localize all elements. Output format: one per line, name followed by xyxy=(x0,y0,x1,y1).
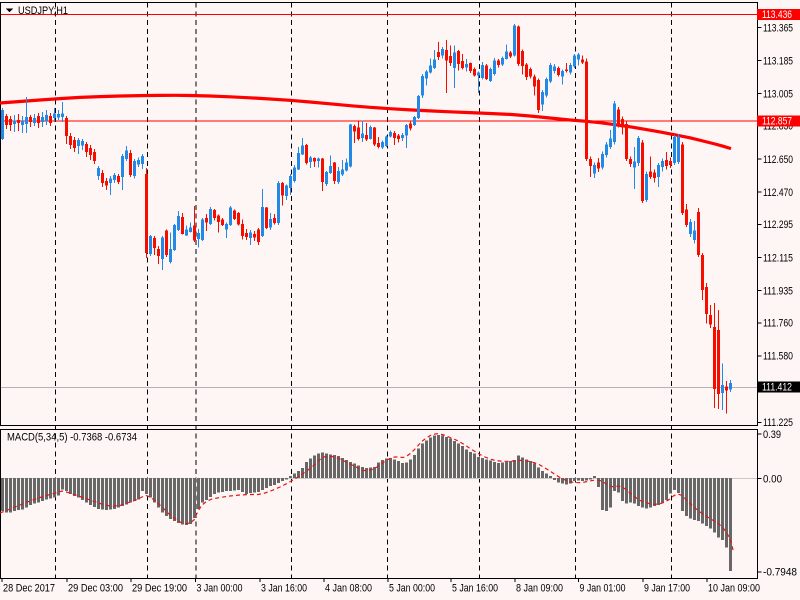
svg-text:111.412: 111.412 xyxy=(762,382,792,394)
svg-text:8 Jan 09:00: 8 Jan 09:00 xyxy=(516,583,563,595)
svg-text:5 Jan 16:00: 5 Jan 16:00 xyxy=(452,583,498,595)
svg-text:28 Dec 2017: 28 Dec 2017 xyxy=(3,583,55,595)
svg-text:112.857: 112.857 xyxy=(762,116,792,128)
svg-text:113.436: 113.436 xyxy=(762,9,792,21)
svg-text:3 Jan 00:00: 3 Jan 00:00 xyxy=(197,583,243,595)
svg-text:5 Jan 00:00: 5 Jan 00:00 xyxy=(389,583,435,595)
svg-text:113.185: 113.185 xyxy=(763,55,793,67)
svg-text:0.39: 0.39 xyxy=(763,429,781,441)
svg-text:113.365: 113.365 xyxy=(763,22,793,34)
svg-text:113.005: 113.005 xyxy=(763,89,793,101)
svg-text:-0.7948: -0.7948 xyxy=(763,567,797,579)
svg-text:10 Jan 09:00: 10 Jan 09:00 xyxy=(708,583,760,595)
svg-text:9 Jan 17:00: 9 Jan 17:00 xyxy=(644,583,690,595)
svg-text:112.650: 112.650 xyxy=(763,154,793,166)
svg-text:111.760: 111.760 xyxy=(763,318,793,330)
svg-text:29 Dec 03:00: 29 Dec 03:00 xyxy=(68,583,123,595)
svg-text:112.295: 112.295 xyxy=(763,219,793,231)
svg-text:111.935: 111.935 xyxy=(763,285,793,297)
svg-text:112.115: 112.115 xyxy=(763,252,793,264)
svg-text:9 Jan 01:00: 9 Jan 01:00 xyxy=(580,583,626,595)
svg-text:0.00: 0.00 xyxy=(763,473,782,485)
svg-text:29 Dec 19:00: 29 Dec 19:00 xyxy=(132,583,187,595)
svg-text:111.580: 111.580 xyxy=(763,351,793,363)
svg-text:112.470: 112.470 xyxy=(763,187,793,199)
svg-text:111.225: 111.225 xyxy=(763,417,793,429)
svg-text:MACD(5,34,5) -0.7368 -0.6734: MACD(5,34,5) -0.7368 -0.6734 xyxy=(7,432,137,444)
svg-text:3 Jan 16:00: 3 Jan 16:00 xyxy=(261,583,307,595)
svg-text:4 Jan 08:00: 4 Jan 08:00 xyxy=(325,583,372,595)
svg-text:USDJPY;H1: USDJPY;H1 xyxy=(18,5,68,17)
